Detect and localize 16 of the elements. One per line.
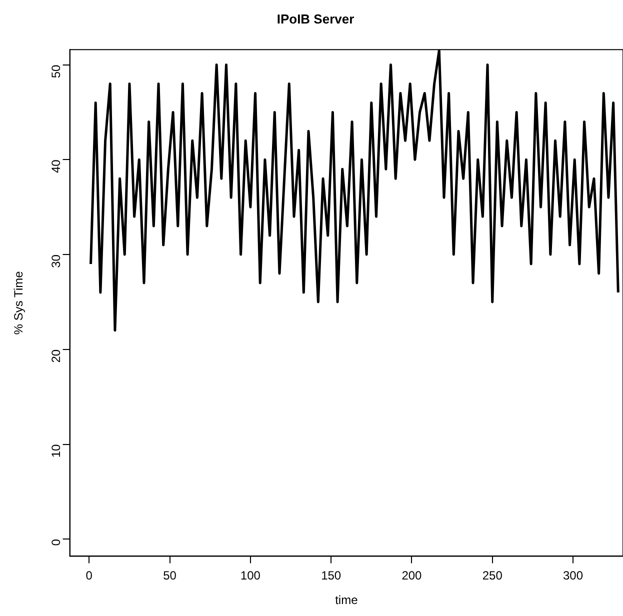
x-axis-title: time	[335, 593, 358, 608]
y-tick-label: 10	[49, 444, 64, 458]
x-tick-label: 100	[240, 568, 261, 583]
x-tick-label: 0	[86, 568, 93, 583]
x-tick-label: 150	[321, 568, 342, 583]
x-tick-label: 200	[402, 568, 422, 583]
y-axis-title: % Sys Time	[12, 270, 26, 335]
y-tick-label: 30	[49, 254, 64, 268]
y-tick-label: 0	[49, 538, 64, 546]
x-tick-label: 300	[562, 568, 584, 583]
y-tick-label: 50	[49, 64, 64, 78]
y-tick-label: 20	[49, 349, 64, 363]
x-tick-label: 250	[482, 568, 503, 583]
x-tick-label: 50	[163, 568, 177, 583]
y-tick-label: 40	[49, 159, 64, 174]
chart-title: IPoIB Server	[276, 11, 354, 26]
